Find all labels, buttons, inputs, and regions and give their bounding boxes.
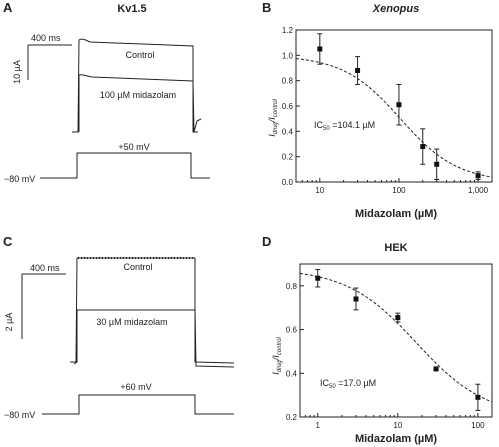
scale-bar-a [27,44,72,80]
panel-title-kv15: Kv1.5 [117,3,146,15]
y-tick-label-b: 0.6 [282,102,294,111]
x-tick-label-d: 100 [471,421,485,430]
label-control-a: Control [125,50,154,60]
data-point-b [420,144,426,150]
y-axis-label-d: Idrug/Icontrol [271,337,283,375]
y-tick-label-d: 0.2 [286,413,298,422]
x-tick-label-b: 10 [315,186,324,195]
trace-control-a [72,38,198,133]
data-point-d [395,315,401,321]
panel-letter-a: A [3,0,13,15]
step-voltage-c: +60 mV [120,382,151,392]
data-point-b [317,46,323,52]
panel-c: C 400 ms 2 µA Control 30 µM midazolam +6… [3,234,235,420]
y-tick-label-b: 0.2 [282,153,294,162]
y-tick-label-b: 1.0 [282,51,294,60]
data-point-d [315,275,321,281]
x-tick-label-d: 10 [393,421,402,430]
data-point-b [355,68,361,74]
y-tick-label-d: 0.8 [286,282,298,291]
x-tick-label-b: 1,000 [468,186,489,195]
data-point-b [434,161,440,167]
data-point-d [475,394,481,400]
ic50-annotation-d: IC50 =17.0 µM [320,378,376,390]
plot-frame-d [299,263,493,418]
chart-title-b: Xenopus [372,3,419,15]
y-tick-label-b: 0.8 [282,77,294,86]
chart-d: D HEK Idrug/Icontrol Midazolam (µM) IC50… [262,234,493,445]
x-axis-label-b: Midazolam (µM) [355,208,437,220]
data-point-d [353,296,359,302]
data-point-b [475,173,481,179]
y-tick-label-b: 0.0 [282,178,294,187]
current-scale-a: 10 µA [12,60,22,84]
label-drug-c: 30 µM midazolam [96,317,167,327]
voltage-protocol-c [42,394,234,415]
x-axis-label-d: Midazolam (µM) [355,433,437,445]
trace-drug-a [78,74,202,133]
label-drug-a: 100 µM midazolam [100,90,176,100]
chart-b: B Xenopus Idrug/Icontrol Midazolam (µM) … [262,0,493,220]
data-point-d [433,366,439,372]
current-scale-c: 2 µA [4,313,14,332]
x-tick-label-b: 100 [392,186,406,195]
holding-voltage-a: −80 mV [4,174,35,184]
y-tick-label-d: 0.4 [286,369,298,378]
plot-frame-b [295,29,493,183]
holding-voltage-c: −80 mV [4,410,35,420]
panel-a: A Kv1.5 400 ms 10 µA Control 100 µM mida… [3,0,210,184]
time-scale-a: 400 ms [31,33,61,43]
x-tick-label-d: 1 [316,421,321,430]
label-control-c: Control [123,262,152,272]
panel-letter-b: B [262,0,271,15]
scale-bar-c [21,273,66,339]
step-voltage-a: +50 mV [118,142,149,152]
y-tick-label-b: 1.2 [282,26,294,35]
y-tick-label-b: 0.4 [282,127,294,136]
time-scale-c: 400 ms [30,263,60,273]
fit-curve-d [299,272,493,403]
panel-letter-c: C [3,234,13,249]
trace-drug-c [73,309,235,368]
y-axis-label-b: Idrug/Icontrol [267,99,279,137]
voltage-protocol-a [40,152,210,179]
panel-letter-d: D [262,234,271,249]
chart-title-d: HEK [384,242,407,254]
fit-curve-b [295,58,493,178]
ic50-annotation-b: IC50 =104.1 µM [314,120,375,132]
data-point-b [396,102,402,108]
y-tick-label-d: 0.6 [286,326,298,335]
